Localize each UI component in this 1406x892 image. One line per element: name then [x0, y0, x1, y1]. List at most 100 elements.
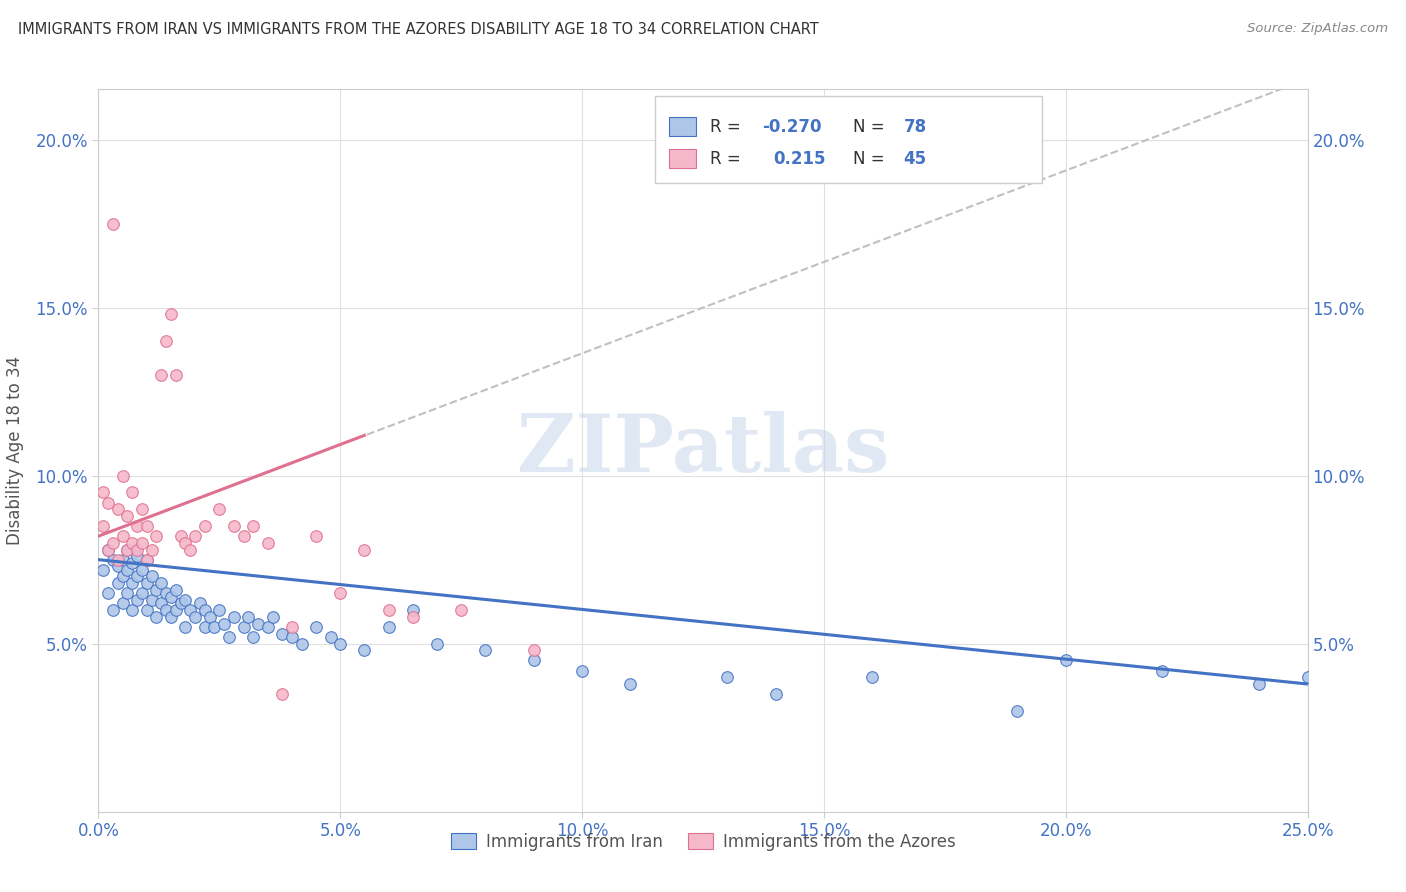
Point — [353, 643, 375, 657]
Point — [222, 519, 245, 533]
Point — [247, 616, 270, 631]
Point — [402, 603, 425, 617]
Point — [860, 670, 883, 684]
Point — [117, 542, 139, 557]
Point — [135, 552, 157, 566]
Point — [155, 603, 177, 617]
Point — [198, 609, 221, 624]
Point — [208, 502, 231, 516]
Point — [91, 485, 114, 500]
Point — [160, 609, 183, 624]
Point — [91, 563, 114, 577]
Text: Source: ZipAtlas.com: Source: ZipAtlas.com — [1247, 22, 1388, 36]
Point — [474, 643, 496, 657]
Point — [127, 569, 149, 583]
Point — [101, 217, 124, 231]
Text: IMMIGRANTS FROM IRAN VS IMMIGRANTS FROM THE AZORES DISABILITY AGE 18 TO 34 CORRE: IMMIGRANTS FROM IRAN VS IMMIGRANTS FROM … — [18, 22, 820, 37]
Point — [450, 603, 472, 617]
Point — [174, 536, 197, 550]
Point — [319, 630, 342, 644]
Point — [262, 609, 284, 624]
Point — [523, 653, 546, 667]
Point — [111, 569, 134, 583]
Point — [101, 603, 124, 617]
Text: ZIPatlas: ZIPatlas — [517, 411, 889, 490]
Point — [155, 586, 177, 600]
Text: R =: R = — [710, 150, 747, 168]
Point — [107, 552, 129, 566]
Point — [169, 529, 191, 543]
Point — [716, 670, 738, 684]
Point — [145, 529, 167, 543]
FancyBboxPatch shape — [669, 149, 696, 169]
Point — [135, 552, 157, 566]
Point — [141, 569, 163, 583]
Point — [101, 536, 124, 550]
Point — [169, 596, 191, 610]
Point — [188, 596, 211, 610]
Point — [127, 519, 149, 533]
FancyBboxPatch shape — [655, 96, 1042, 183]
Point — [305, 620, 328, 634]
FancyBboxPatch shape — [669, 117, 696, 136]
Point — [131, 563, 153, 577]
Y-axis label: Disability Age 18 to 34: Disability Age 18 to 34 — [7, 356, 24, 545]
Point — [97, 495, 120, 509]
Point — [150, 576, 173, 591]
Point — [765, 687, 787, 701]
Point — [101, 552, 124, 566]
Point — [97, 542, 120, 557]
Point — [97, 586, 120, 600]
Point — [174, 620, 197, 634]
Point — [256, 620, 278, 634]
Point — [271, 687, 294, 701]
Point — [281, 630, 304, 644]
Text: R =: R = — [710, 118, 747, 136]
Point — [204, 620, 226, 634]
Point — [127, 549, 149, 564]
Point — [353, 542, 375, 557]
Point — [242, 519, 264, 533]
Point — [107, 576, 129, 591]
Point — [160, 590, 183, 604]
Point — [402, 609, 425, 624]
Point — [117, 542, 139, 557]
Point — [91, 519, 114, 533]
Point — [184, 529, 207, 543]
Point — [256, 536, 278, 550]
Point — [1054, 653, 1077, 667]
Point — [377, 603, 399, 617]
Point — [111, 529, 134, 543]
Point — [117, 586, 139, 600]
Point — [523, 643, 546, 657]
Point — [377, 620, 399, 634]
Point — [222, 609, 245, 624]
Point — [121, 576, 143, 591]
Legend: Immigrants from Iran, Immigrants from the Azores: Immigrants from Iran, Immigrants from th… — [444, 826, 962, 857]
Point — [111, 596, 134, 610]
Point — [238, 609, 260, 624]
Point — [97, 542, 120, 557]
Point — [165, 603, 187, 617]
Point — [135, 576, 157, 591]
Point — [218, 630, 240, 644]
Point — [232, 620, 254, 634]
Point — [290, 637, 312, 651]
Point — [117, 563, 139, 577]
Point — [141, 593, 163, 607]
Point — [131, 502, 153, 516]
Point — [111, 468, 134, 483]
Point — [194, 603, 217, 617]
Point — [329, 637, 352, 651]
Point — [194, 620, 217, 634]
Point — [127, 593, 149, 607]
Point — [242, 630, 264, 644]
Point — [271, 626, 294, 640]
Point — [571, 664, 593, 678]
Point — [184, 609, 207, 624]
Point — [150, 596, 173, 610]
Point — [619, 677, 641, 691]
Point — [329, 586, 352, 600]
Text: 45: 45 — [904, 150, 927, 168]
Point — [135, 519, 157, 533]
